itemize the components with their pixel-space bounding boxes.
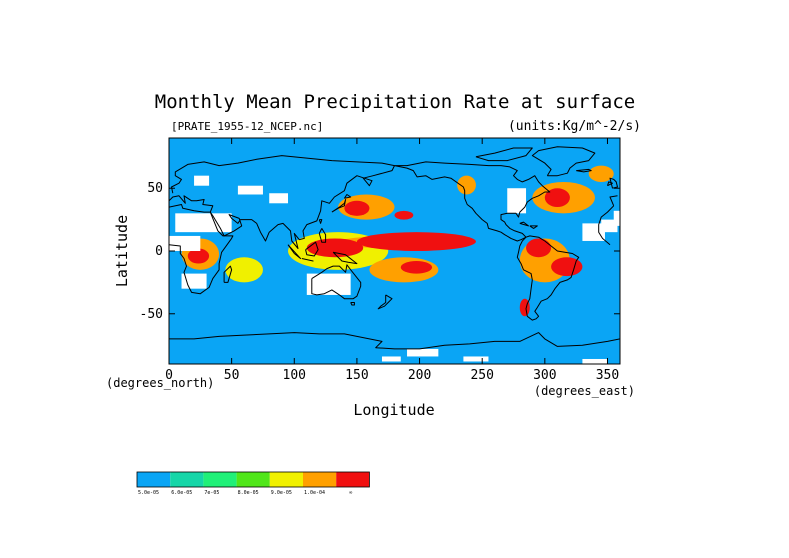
chart-subtitle-file: [PRATE_1955-12_NCEP.nc] [171,120,323,133]
precip-region-15 [394,210,414,220]
coastline-13 [318,219,323,224]
missing-patch-12 [463,356,489,362]
precip-region-18 [544,188,570,208]
coastline-22 [609,177,618,189]
coastline-10 [332,251,358,265]
missing-patch-3 [306,273,351,295]
coastline-20 [475,147,533,162]
y-tick-label-50: 50 [147,181,163,196]
missing-patch-2 [613,210,620,226]
precip-region-7 [588,165,614,182]
coastline-6 [377,294,393,310]
precip-region-9 [457,175,476,195]
coastline-24 [169,332,620,350]
coastline-2 [169,204,615,295]
precipitation-levels [181,165,614,317]
x-tick-label-300: 300 [533,368,556,383]
colorbar-swatch-5 [303,472,337,487]
precip-region-14 [344,200,370,216]
x-tick-label-150: 150 [345,368,368,383]
colorbar-label-3: 8.0e-05 [238,490,259,496]
precip-region-1 [225,257,263,283]
missing-patch-7 [601,219,618,233]
colorbar-label-2: 7e-05 [204,490,219,496]
map-plot-area [169,138,620,364]
missing-patch-14 [381,356,401,362]
coastline-17 [529,225,538,229]
coastline-0 [171,155,618,206]
chart-title: Monthly Mean Precipitation Rate at surfa… [155,91,635,113]
coastline-23 [607,181,613,187]
colorbar-label-0: 5.0e-05 [138,490,159,496]
y-axis-ticks: -50 0 50 [140,181,620,322]
y-axis-label: Latitude [113,215,131,287]
missing-patch-8 [237,185,263,195]
missing-patch-11 [407,348,439,357]
coastline-11 [331,199,347,213]
colorbar-frame [136,471,370,488]
coastline-18 [519,221,529,227]
x-axis-label: Longitude [353,401,434,419]
precip-region-16 [526,238,552,258]
coastline-15 [394,161,551,242]
y-tick-label-0: 0 [155,244,163,259]
colorbar-legend: 5.0e-05 6.0e-05 7e-05 8.0e-05 9.0e-05 1.0e-04… [136,471,370,496]
colorbar-swatch-0 [137,472,171,487]
x-unit-label: (degrees_east) [534,384,635,398]
precip-region-11 [356,238,382,246]
y-unit-label: (degrees_north) [106,376,214,390]
precip-region-10 [356,232,476,251]
missing-patch-9 [269,193,289,204]
x-tick-label-200: 200 [408,368,431,383]
colorbar-swatch-3 [236,472,270,487]
x-tick-label-100: 100 [283,368,306,383]
coastline-3 [223,265,233,283]
precip-region-13 [400,261,433,274]
coastline-8 [301,258,314,262]
x-tick-label-50: 50 [224,368,240,383]
missing-patch-0 [175,213,232,233]
precip-region-19 [187,248,210,264]
precip-region-12 [306,238,364,258]
coastline-12 [343,194,352,199]
x-tick-label-0: 0 [165,368,173,383]
y-tick-label--50: -50 [140,307,163,322]
colorbar-label-4: 9.0e-05 [271,490,292,496]
missing-patch-6 [582,223,605,241]
x-tick-label-350: 350 [596,368,619,383]
colorbar-label-1: 6.0e-05 [171,490,192,496]
coastline-4 [311,264,362,300]
colorbar-label-6: ∞ [349,490,352,496]
missing-patch-1 [169,235,201,251]
missing-patch-13 [582,358,608,364]
colorbar-swatch-4 [269,472,303,487]
coastline-19 [531,146,596,177]
precip-region-17 [551,257,583,277]
missing-data-patches [169,175,620,364]
colorbar-swatch-1 [170,472,204,487]
coastline-7 [287,244,301,259]
coastlines [169,146,620,350]
coastline-21 [576,168,592,173]
x-axis-ticks: 0 50 100 150 200 250 300 350 [165,138,619,383]
colorbar-label-5: 1.0e-04 [304,490,325,496]
coastline-16 [516,235,580,321]
missing-patch-10 [194,175,210,186]
chart-subtitle-units: (units:Kg/m^-2/s) [508,119,641,134]
missing-patch-5 [507,188,527,214]
coastline-14 [318,228,327,243]
colorbar-swatch-6 [336,472,370,487]
colorbar-swatch-2 [203,472,237,487]
x-tick-label-250: 250 [470,368,493,383]
coastline-9 [305,241,319,257]
coastline-5 [350,302,355,306]
